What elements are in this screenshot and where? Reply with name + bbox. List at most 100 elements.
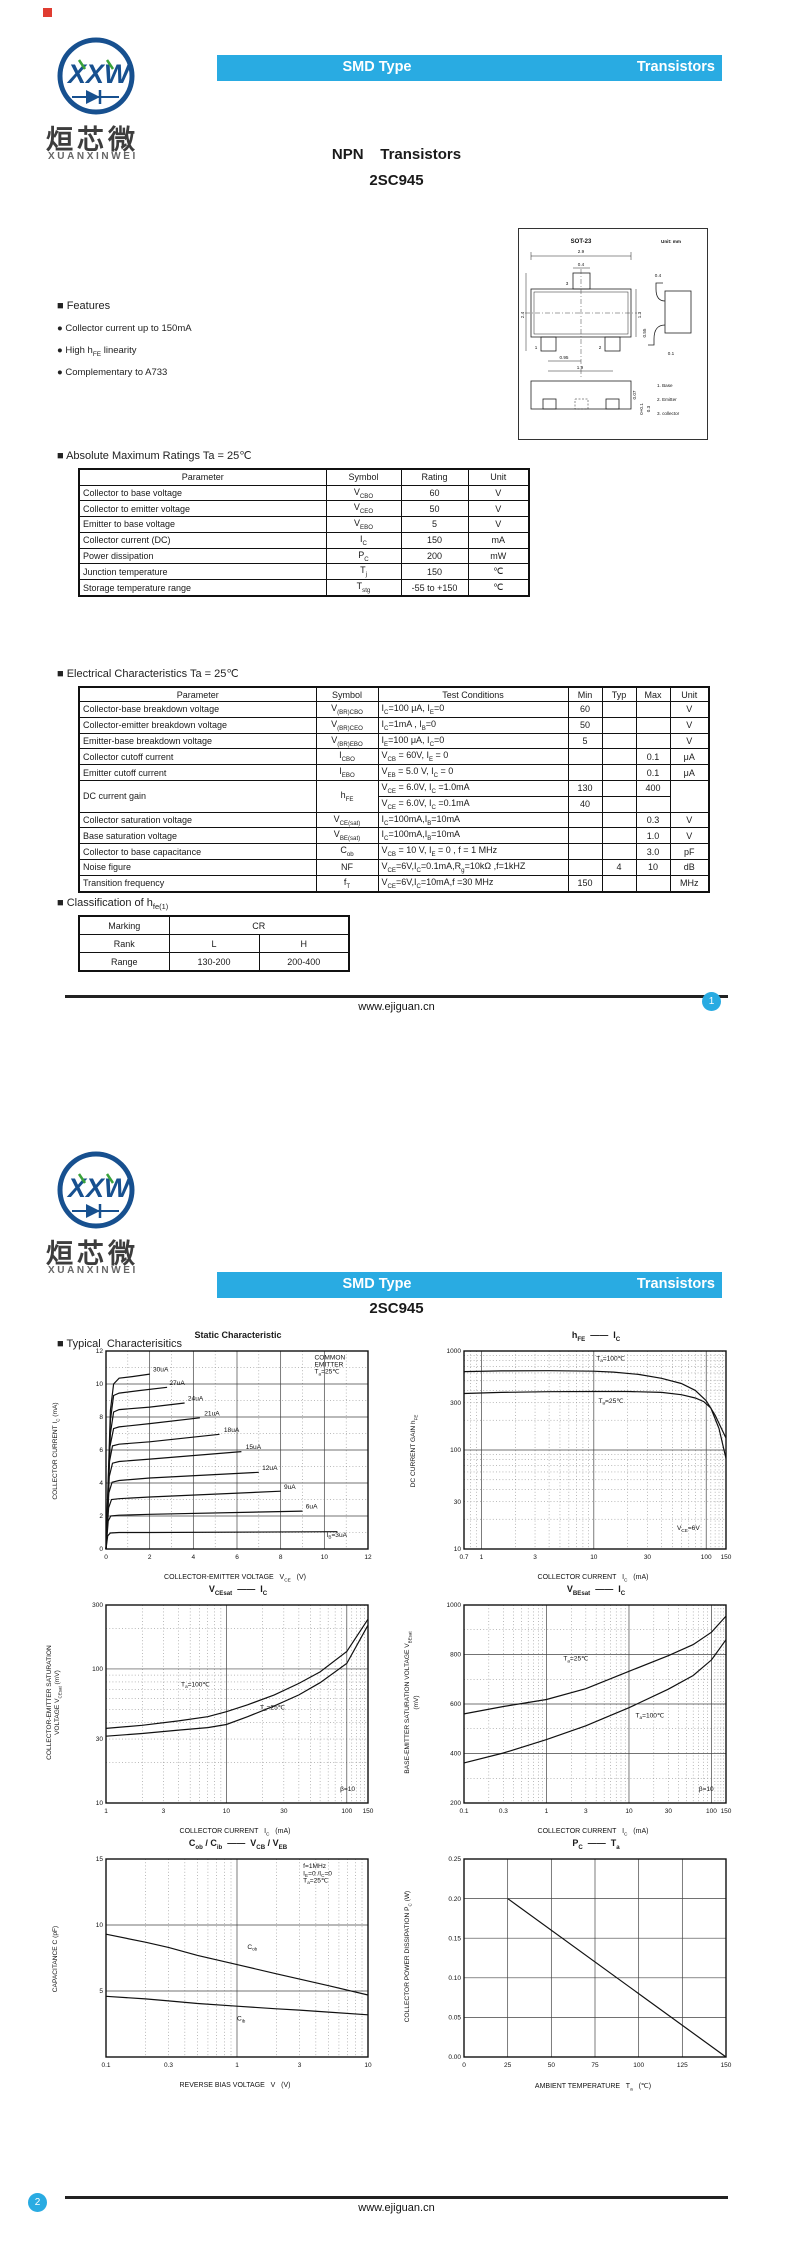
table-cell: Base saturation voltage [78,827,317,845]
table-cell: VCE=6V,IC=0.1mA,Rg=10kΩ ,f=1kHZ [377,858,569,876]
chart-plot: 0 25 50 75 100 125 150 0.00 0.05 0.10 0.15 0.20 0.25 [448,1856,731,2069]
feature-item: ● High hFE linearity [57,345,137,358]
pin-label-base: 1. Base [657,383,673,388]
table-cell [601,795,637,813]
table-cell: L [168,934,260,953]
table-cell: Storage temperature range [78,579,327,597]
table-cell [601,701,637,718]
header-bar: SMD Type Transistors [217,1272,722,1298]
table-cell: 130-200 [168,952,260,972]
footer-url: www.ejiguan.cn [358,2202,435,2214]
svg-text:10: 10 [96,1800,104,1807]
header-right-label: Transistors [636,59,715,75]
svg-text:2: 2 [599,345,602,350]
svg-text:0.1: 0.1 [668,351,675,356]
brand-logo-icon: XXW [57,37,135,115]
chart-title: Cob / Cib —— VCB / VEB [188,1838,288,1851]
table-cell: Range [78,952,170,972]
svg-text:3: 3 [584,1808,588,1815]
svg-text:EMITTER: EMITTER [315,1361,344,1368]
svg-text:VCE=6V: VCE=6V [677,1525,700,1533]
svg-text:Ta=100℃: Ta=100℃ [596,1356,625,1364]
x-axis-label: COLLECTOR CURRENT IC (mA) [179,1828,291,1838]
table-cell: μA [669,748,710,766]
header-bar: SMD Type Transistors [217,55,722,81]
table-cell: V(BR)EBO [315,732,379,750]
table-row: Collector to base capacitance Cob VCB = 10… [78,843,710,860]
feature-item: ● Collector current up to 150mA [57,323,192,334]
table-cell: IC=100mA,IB=10mA [377,811,569,829]
table-cell: MHz [669,874,710,893]
table-row: Junction temperature Tj 150 ℃ [78,563,530,581]
svg-text:Ta=25℃: Ta=25℃ [315,1369,341,1377]
table-cell: 130 [567,779,603,797]
table-cell: H [258,934,350,953]
chart-plot: 0.1 0.3 1 3 10 30 100 150 200 400 600 800 1000 Ta=25℃… [447,1602,732,1815]
brand-name-en: XUANXINWEI [48,1265,138,1276]
footer-rule [65,2196,728,2199]
svg-text:0.1: 0.1 [459,1808,468,1815]
svg-text:Ta=25℃: Ta=25℃ [563,1656,589,1664]
svg-text:10: 10 [223,1808,231,1815]
table-cell: Emitter-base breakdown voltage [78,732,317,750]
svg-text:100: 100 [706,1808,717,1815]
part-number: 2SC945 [369,172,424,189]
svg-text:1.9: 1.9 [577,365,584,370]
table-cell [601,716,637,734]
table-row: Collector to base voltage VCBO 60 V [78,484,530,502]
table-cell: 150 [567,874,603,893]
table-cell: Junction temperature [78,563,327,581]
part-number: 2SC945 [369,1300,424,1317]
package-drawing: SOT-23 Unit: mm 2.9 0.4 3 1 2 [520,239,692,416]
svg-text:COMMON: COMMON [315,1354,346,1361]
svg-text:SOT-23: SOT-23 [571,239,592,245]
chart-title: VCEsat —— IC [208,1584,268,1597]
svg-text:3: 3 [298,2062,302,2069]
svg-text:0+0.1: 0+0.1 [639,403,644,415]
table-cell: 150 [400,531,469,549]
table-cell: IC [325,531,402,549]
chart-title: PC —— Ta [572,1838,620,1851]
chart-plot: 0.7 1 3 10 30 100 150 10 30 100 300 1000 Ta=100℃ Ta=2… [447,1348,732,1561]
svg-text:10: 10 [96,1922,104,1929]
y-axis-label: COLLECTOR CURRENT IC (mA) [52,1402,61,1500]
svg-text:300: 300 [450,1400,461,1407]
svg-text:75: 75 [591,2062,599,2069]
table-cell: Tstg [325,579,402,597]
table-cell: Tj [325,563,402,581]
column-header: Symbol [325,468,402,486]
svg-text:10: 10 [454,1546,462,1553]
table-cell [635,732,671,750]
table-cell: VBE(sat) [315,827,379,845]
table-cell: Emitter cutoff current [78,764,317,781]
table-row: Collector saturation voltage VCE(sat) IC=1… [78,811,710,829]
table-cell [601,843,637,860]
table-cell: IC=100 μA, IE=0 [377,701,569,718]
table-cell: V [467,484,530,502]
table-row: Range 130-200 200-400 [78,952,350,972]
svg-text:100: 100 [633,2062,644,2069]
svg-text:6uA: 6uA [306,1504,318,1511]
svg-text:12uA: 12uA [262,1465,278,1472]
chart-capacitance-vs-voltage: Cob / Cib —— VCB / VEB CAPACITANCE C (pF… [42,1838,394,2089]
table-cell: Collector to base capacitance [78,843,317,860]
svg-text:0: 0 [99,1546,103,1553]
y-axis-label: BASE-EMITTER SATURATION VOLTAGE VBEsat (… [404,1631,420,1774]
svg-text:18uA: 18uA [224,1427,240,1434]
table-cell [601,764,637,781]
table-cell [567,827,603,845]
table-cell: V [669,701,710,718]
table-cell [601,732,637,750]
table-cell: IC=1mA , IB=0 [377,716,569,734]
table-cell: ICBO [315,748,379,766]
svg-text:4: 4 [99,1480,103,1487]
svg-text:IE=0 /IC=0: IE=0 /IC=0 [303,1870,332,1878]
svg-text:30: 30 [454,1499,462,1506]
svg-text:0: 0 [104,1554,108,1561]
svg-text:25: 25 [504,2062,512,2069]
table-row: Collector-base breakdown voltage V(BR)CBO… [78,701,710,718]
table-cell: VCEO [325,500,402,518]
table-cell: VEB = 5.0 V, IC = 0 [377,764,569,781]
table-cell: V [669,716,710,734]
